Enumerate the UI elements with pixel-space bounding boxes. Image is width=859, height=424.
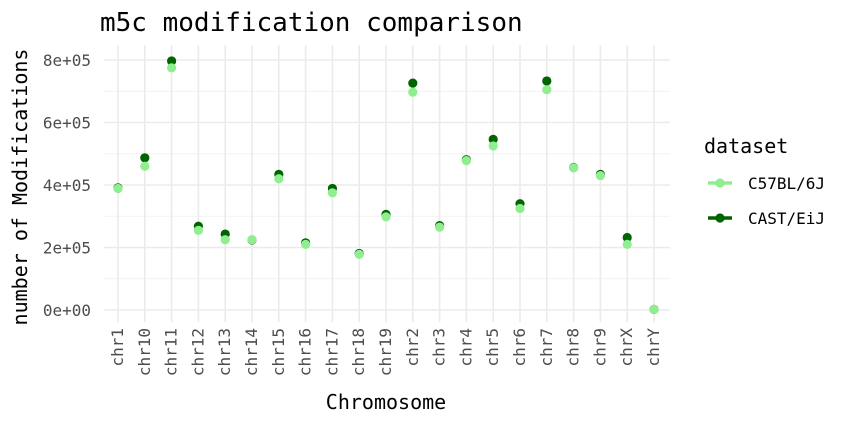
legend-label: C57BL/6J bbox=[748, 174, 825, 193]
data-point bbox=[113, 183, 123, 194]
x-tick-label: chrY bbox=[644, 328, 663, 367]
data-point bbox=[140, 161, 150, 171]
data-point bbox=[595, 171, 606, 181]
legend-key-point bbox=[715, 178, 725, 188]
x-tick-label: chr16 bbox=[296, 328, 315, 376]
y-tick-label: 2e+05 bbox=[43, 239, 91, 258]
x-tick-label: chr2 bbox=[403, 328, 422, 367]
x-axis: chr1 chr10 chr11 chr12 chr13 chr14 chr15 chr16 c… bbox=[108, 328, 663, 377]
data-point bbox=[327, 188, 337, 198]
data-point bbox=[193, 225, 203, 235]
x-tick-label: chr8 bbox=[564, 328, 583, 367]
x-tick-label: chr19 bbox=[376, 328, 395, 376]
legend-label: CAST/EiJ bbox=[748, 209, 825, 228]
data-point bbox=[381, 212, 391, 222]
x-tick-label: chr13 bbox=[215, 328, 234, 376]
x-tick-label: chrX bbox=[617, 328, 636, 367]
data-point bbox=[140, 153, 150, 163]
x-tick-label: chr3 bbox=[430, 328, 449, 367]
data-point bbox=[542, 85, 552, 95]
data-point bbox=[622, 232, 632, 243]
data-point bbox=[542, 76, 552, 86]
data-point bbox=[649, 304, 659, 314]
x-axis-title: Chromosome bbox=[326, 390, 446, 414]
legend-title: dataset bbox=[704, 134, 788, 158]
x-tick-label: chr10 bbox=[135, 328, 154, 376]
x-tick-label: chr6 bbox=[510, 328, 529, 367]
x-tick-label: chr5 bbox=[483, 328, 502, 367]
data-point bbox=[435, 222, 445, 232]
y-tick-label: 8e+05 bbox=[43, 51, 91, 70]
grid bbox=[104, 45, 670, 322]
x-tick-label: chr7 bbox=[537, 328, 556, 367]
legend-key-point bbox=[715, 213, 725, 223]
y-axis-title: number of Modifications bbox=[8, 49, 32, 326]
data-point bbox=[167, 56, 177, 66]
data-point bbox=[622, 239, 632, 249]
y-tick-label: 0e+00 bbox=[43, 301, 91, 320]
data-point bbox=[301, 239, 311, 249]
x-tick-label: chr4 bbox=[456, 328, 475, 367]
x-tick-label: chr15 bbox=[269, 328, 288, 376]
data-point bbox=[167, 63, 177, 73]
x-tick-label: chr17 bbox=[322, 328, 341, 376]
x-tick-label: chr12 bbox=[188, 328, 207, 376]
x-tick-label: chr18 bbox=[349, 328, 368, 376]
data-point bbox=[569, 163, 579, 173]
x-tick-label: chr9 bbox=[590, 328, 609, 367]
data-point bbox=[247, 235, 257, 245]
y-tick-label: 4e+05 bbox=[43, 176, 91, 195]
x-tick-label: chr11 bbox=[162, 328, 181, 376]
data-point bbox=[488, 134, 498, 144]
data-point bbox=[220, 235, 230, 245]
data-point bbox=[408, 87, 418, 97]
legend: dataset C57BL/6J CAST/EiJ bbox=[704, 134, 825, 228]
chart-title: m5c modification comparison bbox=[100, 8, 523, 38]
data-point bbox=[515, 203, 525, 214]
y-tick-label: 6e+05 bbox=[43, 114, 91, 133]
data-point bbox=[354, 249, 364, 259]
plot-area bbox=[113, 56, 659, 314]
data-point bbox=[274, 174, 284, 184]
x-tick-label: chr14 bbox=[242, 328, 261, 376]
data-point bbox=[461, 156, 471, 166]
data-point bbox=[488, 141, 498, 151]
x-tick-label: chr1 bbox=[108, 328, 127, 367]
data-point bbox=[408, 78, 418, 88]
y-axis: 0e+00 2e+05 4e+05 6e+05 8e+05 bbox=[43, 51, 91, 320]
